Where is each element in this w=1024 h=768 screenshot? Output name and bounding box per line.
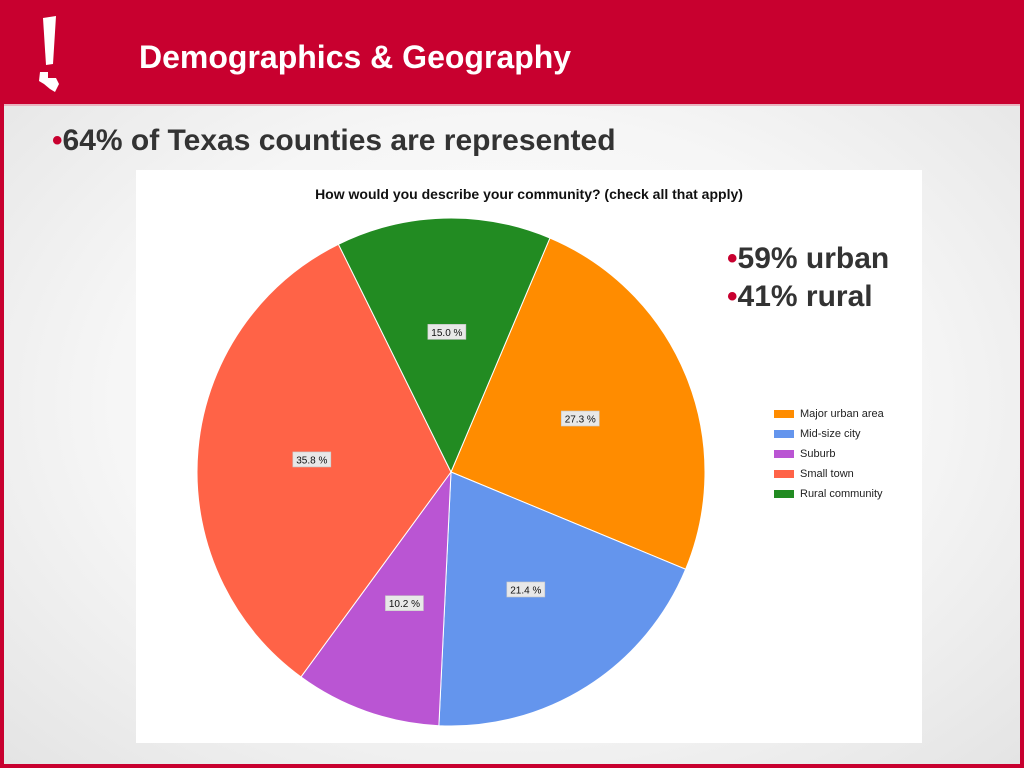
data-label-text: 21.4 % <box>510 585 541 596</box>
data-label-text: 10.2 % <box>389 599 420 610</box>
pie-plot: 27.3 % 21.4 % 10.2 % 35.8 % 15.0 % <box>196 217 706 727</box>
data-label: 15.0 % <box>427 324 467 340</box>
note-urban: •59% urban <box>727 240 889 278</box>
legend-swatch <box>774 490 794 498</box>
data-label-text: 15.0 % <box>431 328 462 339</box>
legend-item: Major urban area <box>774 404 884 424</box>
note-rural: •41% rural <box>727 278 889 316</box>
data-label-box <box>560 410 600 427</box>
legend-label: Small town <box>800 468 854 480</box>
urban-rural-notes: •59% urban •41% rural <box>727 240 889 316</box>
legend-item: Small town <box>774 464 884 484</box>
legend-item: Suburb <box>774 444 884 464</box>
legend-swatch <box>774 430 794 438</box>
note-rural-text: 41% rural <box>737 280 873 313</box>
data-label: 10.2 % <box>385 595 424 612</box>
legend-swatch <box>774 470 794 478</box>
data-label-box <box>506 581 546 598</box>
pie-slice-suburb <box>300 470 452 727</box>
data-label-text: 35.8 % <box>296 455 327 466</box>
bullet-text: 64% of Texas counties are represented <box>62 124 616 157</box>
data-label: 35.8 % <box>292 451 332 468</box>
pie-chart: How would you describe your community? (… <box>136 170 922 743</box>
chart-title: How would you describe your community? (… <box>315 186 743 202</box>
pie-slice-mid-size-city <box>438 471 687 727</box>
bullet-counties: •64% of Texas counties are represented <box>52 120 616 162</box>
data-label-box <box>427 324 467 340</box>
legend-label: Major urban area <box>800 408 884 420</box>
exclamation-texas-icon <box>39 16 59 92</box>
legend-label: Rural community <box>800 488 883 500</box>
legend-item: Rural community <box>774 484 884 504</box>
legend-swatch <box>774 410 794 418</box>
legend-swatch <box>774 450 794 458</box>
slide-title: Demographics & Geography <box>139 39 572 75</box>
pie-slice-rural-community <box>337 217 551 474</box>
legend-item: Mid-size city <box>774 424 884 444</box>
data-label: 27.3 % <box>560 410 600 427</box>
note-urban-text: 59% urban <box>737 242 890 275</box>
legend-label: Mid-size city <box>800 428 861 440</box>
bullet-marker: • <box>727 280 738 313</box>
data-label-box <box>385 595 424 612</box>
data-label-text: 27.3 % <box>565 415 596 426</box>
chart-legend: Major urban area Mid-size city Suburb Small… <box>774 404 884 504</box>
legend-label: Suburb <box>800 448 836 460</box>
pie-slice-major-urban-area <box>450 237 706 570</box>
bullet-marker: • <box>52 124 63 157</box>
data-label: 21.4 % <box>506 581 546 598</box>
data-label-box <box>292 451 332 468</box>
bullet-marker: • <box>727 242 738 275</box>
